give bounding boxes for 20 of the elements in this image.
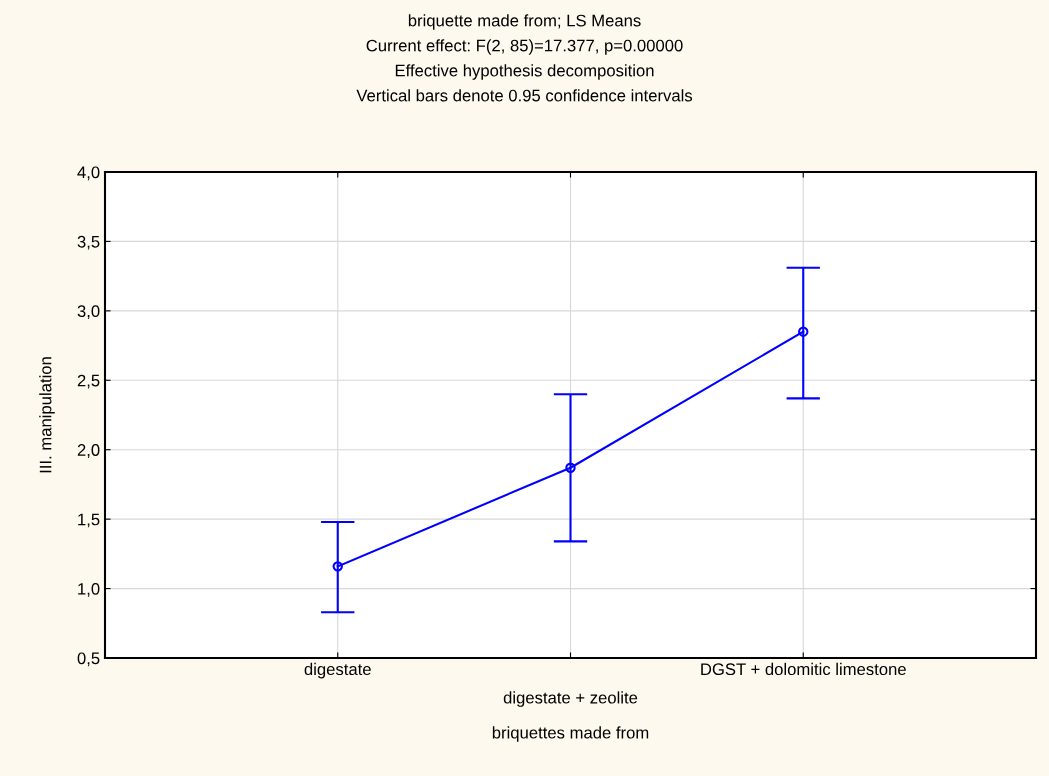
y-tick-label: 3,5 bbox=[77, 235, 100, 250]
chart-title: briquette made from; LS Means bbox=[408, 14, 641, 30]
y-axis-title: III. manipulation bbox=[39, 357, 55, 473]
y-tick-label: 2,0 bbox=[77, 444, 100, 458]
y-tick-label: 3,0 bbox=[77, 305, 100, 320]
point bbox=[798, 326, 809, 337]
x-tick-label: DGST + dolomitic limestone bbox=[701, 662, 906, 676]
y-tick-label: 1,5 bbox=[78, 513, 100, 528]
y-tick-label: 0,5 bbox=[77, 652, 100, 667]
x-tick-label: digestate bbox=[304, 662, 371, 679]
y-tick-label: 4,0 bbox=[77, 166, 100, 181]
text: Effective hypothesis decomposition bbox=[395, 64, 654, 80]
y-tick-label: 2,5 bbox=[77, 374, 100, 389]
y-tick-label: 1,0 bbox=[78, 582, 100, 597]
x-tick-label: digestate + zeolite bbox=[503, 691, 638, 707]
chart-subtitle: Current effect: F(2, 85)=17.377, p=0.00000 bbox=[366, 39, 683, 55]
x-axis-title: briquettes made from bbox=[492, 726, 649, 742]
text: Vertical bars denote 0.95 confidence intervals bbox=[356, 89, 693, 102]
point bbox=[332, 561, 343, 572]
point bbox=[565, 462, 576, 473]
